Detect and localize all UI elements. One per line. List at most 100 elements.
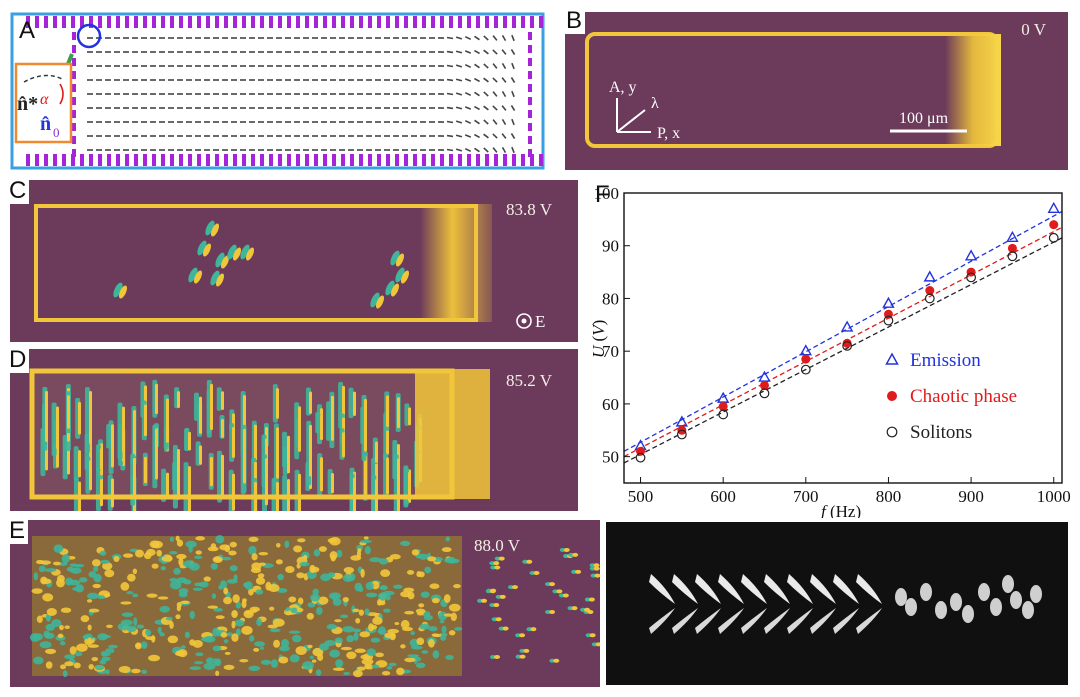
texture-blob [326,624,337,630]
texture-blob [29,633,41,642]
stripe [503,154,507,166]
texture-blob [343,671,350,676]
texture-blob [327,572,336,578]
stripe [528,136,532,144]
fit-line [623,237,1063,464]
stripe [359,154,363,166]
texture-blob [312,647,324,657]
texture-blob [105,669,110,675]
director-dash [483,105,489,111]
stripe [143,16,147,28]
texture-blob [184,631,190,639]
texture-blob [364,608,370,616]
texture-blob [407,654,419,658]
director-dash [483,77,489,83]
texture-blob [354,648,366,654]
texture-blob [210,456,213,487]
texture-blob [288,596,297,603]
texture-blob [443,613,453,617]
legend-marker [886,426,898,438]
texture-blob [404,610,415,615]
emitted-soliton-edge [562,593,569,598]
director-dash [510,49,516,55]
stripe [528,110,532,118]
texture-blob [203,576,211,582]
texture-blob [100,448,103,470]
n0-subscript: 0 [53,125,60,140]
texture-blob [148,654,161,662]
texture-blob [92,583,102,589]
director-dash [510,77,516,83]
blob [1010,591,1022,609]
texture-blob [133,617,138,627]
texture-blob [213,607,223,612]
texture-blob [73,662,81,669]
texture-blob [64,625,70,630]
texture-blob [441,547,452,553]
x-tick-label: 500 [628,487,654,506]
texture-blob [354,582,363,592]
texture-blob [169,621,174,629]
soliton-point [1048,232,1059,243]
texture-blob [160,566,167,571]
emitted-soliton-edge [589,633,596,638]
texture-blob [256,618,262,627]
texture-blob [102,652,111,657]
texture-blob [306,570,317,580]
director-dash [501,119,507,125]
panel-b: A, y λ P, x 100 μm 0 V B [563,8,1068,170]
legend-label: Solitons [910,422,972,443]
stripe [431,154,435,166]
texture-blob [253,647,260,652]
soliton-edge [202,243,212,257]
stripe [72,71,76,79]
texture-blob [176,539,184,547]
texture-blob [295,646,307,656]
emitted-soliton-edge [588,597,595,602]
emitted-soliton-edge [530,627,537,632]
texture-blob [418,571,425,578]
texture-blob [161,468,167,502]
texture-blob [220,631,228,638]
blob [1022,601,1034,619]
texture-blob [221,418,224,439]
emitted-soliton-edge [526,559,533,564]
texture-blob [278,656,289,664]
texture-blob [315,669,322,677]
axis-ticks: 500 600 700 800 900 1000 50 60 70 80 90 100 [594,184,1071,506]
texture-blob [33,656,44,665]
texture-blob [248,588,254,596]
director-dash [446,92,454,96]
texture-blob [381,671,391,676]
legend-marker [885,352,899,365]
texture-blob [188,431,191,451]
emitted-soliton-edge [493,561,500,566]
texture-blob [88,663,94,670]
texture-blob [177,649,188,658]
stripe [323,16,327,28]
texture-blob [127,573,136,582]
stripe [179,154,183,166]
texture-blob [136,624,145,629]
stripe [377,154,381,166]
emitted-soliton-edge [498,556,505,561]
emitted-soliton-edge [523,648,530,653]
stripe [44,154,48,166]
chaotic-point [718,402,728,412]
texture-blob [243,428,246,484]
director-dash [511,62,515,70]
texture-blob [252,608,258,613]
texture-blob [312,588,319,596]
stripe [458,154,462,166]
director-dash [464,106,472,110]
stripe [72,110,76,118]
emission-point [840,320,854,332]
texture-blob [342,625,355,633]
texture-blob [361,658,374,665]
director-dash [446,36,454,40]
texture-blob [364,398,367,452]
texture-blob [231,610,238,619]
texture-blob [134,549,145,558]
texture-blob [315,412,321,434]
